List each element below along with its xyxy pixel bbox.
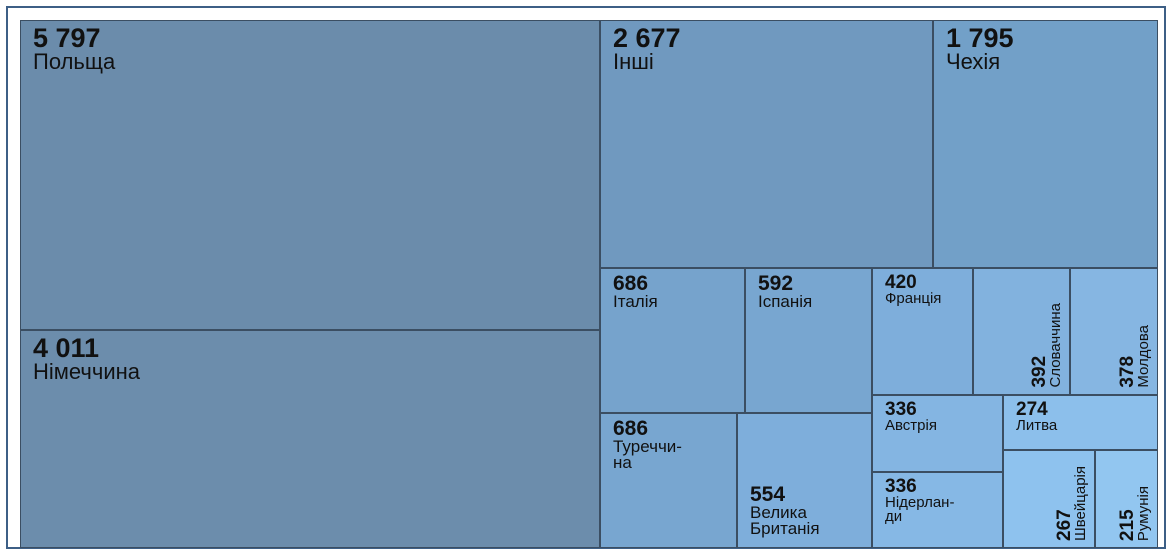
category-label: Чехія bbox=[946, 49, 1001, 74]
tile-label: 592 Іспанія bbox=[758, 273, 812, 310]
frame bbox=[6, 6, 1166, 549]
tile: 274 Литва bbox=[1003, 395, 1158, 450]
tile-label: 686 Італія bbox=[613, 273, 658, 310]
tile: 1 795 Чехія bbox=[933, 20, 1158, 268]
tile: 5 797 Польща bbox=[20, 20, 600, 330]
tile: 392 Словаччина bbox=[973, 268, 1070, 395]
category-label: Польща bbox=[33, 49, 116, 74]
value-label: 420 bbox=[885, 272, 917, 293]
value-label: 4 011 bbox=[33, 333, 100, 363]
category-label: Інші bbox=[613, 49, 654, 74]
tile-label: 420 Франція bbox=[885, 273, 941, 306]
value-label: 686 bbox=[613, 417, 649, 440]
category-label: Швейцарія bbox=[1071, 466, 1089, 541]
value-label: 554 bbox=[750, 483, 786, 506]
tile: 336 Австрія bbox=[872, 395, 1003, 472]
value-label: 686 bbox=[613, 272, 649, 295]
tile-label: 392 Словаччина bbox=[1028, 303, 1064, 388]
tile-label: 378 Молдова bbox=[1116, 325, 1152, 388]
tile: 378 Молдова bbox=[1070, 268, 1158, 395]
value-label: 392 bbox=[1028, 356, 1050, 388]
tile-label: 215 Румунія bbox=[1116, 485, 1152, 541]
category-label: Франція bbox=[885, 290, 942, 307]
tile: 554 Велика Британія bbox=[737, 413, 872, 548]
category-label: Словаччина bbox=[1046, 303, 1064, 388]
tile: 592 Іспанія bbox=[745, 268, 872, 413]
value-label: 5 797 bbox=[33, 23, 101, 53]
tile-label: 2 677 Інші bbox=[613, 25, 681, 73]
tile-label: 336 Нідерлан- ди bbox=[885, 477, 954, 525]
value-label: 274 bbox=[1016, 399, 1048, 420]
tile: 2 677 Інші bbox=[600, 20, 933, 268]
category-label: Румунія bbox=[1134, 485, 1152, 541]
value-label: 215 bbox=[1116, 509, 1138, 541]
category-label: Італія bbox=[613, 292, 658, 311]
tile-label: 274 Литва bbox=[1016, 400, 1057, 433]
tile-label: 5 797 Польща bbox=[33, 25, 115, 73]
category-label: Іспанія bbox=[758, 292, 813, 311]
tile-label: 4 011 Німеччина bbox=[33, 335, 140, 383]
category-label: Німеччина bbox=[33, 359, 141, 384]
category-label: Австрія bbox=[885, 417, 937, 434]
category-label: Велика Британія bbox=[750, 503, 820, 539]
category-label: Нідерлан- ди bbox=[885, 494, 955, 526]
value-label: 2 677 bbox=[613, 23, 681, 53]
tile-label: 686 Туреччи- на bbox=[613, 418, 682, 471]
tile-label: 1 795 Чехія bbox=[946, 25, 1014, 73]
tile: 336 Нідерлан- ди bbox=[872, 472, 1003, 548]
tile-label: 554 Велика Британія bbox=[750, 484, 820, 537]
value-label: 378 bbox=[1116, 356, 1138, 388]
value-label: 336 bbox=[885, 399, 917, 420]
category-label: Литва bbox=[1016, 417, 1058, 434]
tile: 215 Румунія bbox=[1095, 450, 1158, 548]
tile: 267 Швейцарія bbox=[1003, 450, 1095, 548]
value-label: 336 bbox=[885, 476, 917, 497]
tile-label: 336 Австрія bbox=[885, 400, 937, 433]
category-label: Туреччи- на bbox=[613, 437, 682, 473]
tile: 420 Франція bbox=[872, 268, 973, 395]
category-label: Молдова bbox=[1134, 325, 1152, 388]
value-label: 592 bbox=[758, 272, 794, 295]
value-label: 1 795 bbox=[946, 23, 1014, 53]
tile: 686 Італія bbox=[600, 268, 745, 413]
tile: 686 Туреччи- на bbox=[600, 413, 737, 548]
tile-label: 267 Швейцарія bbox=[1053, 466, 1089, 541]
tile: 4 011 Німеччина bbox=[20, 330, 600, 548]
value-label: 267 bbox=[1053, 509, 1075, 541]
